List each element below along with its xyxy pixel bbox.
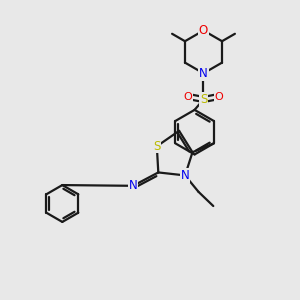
Text: O: O — [184, 92, 192, 101]
Text: N: N — [181, 169, 189, 182]
Text: S: S — [200, 93, 207, 106]
Text: O: O — [214, 92, 223, 101]
Text: O: O — [199, 24, 208, 37]
Text: S: S — [153, 140, 160, 153]
Text: N: N — [129, 179, 137, 192]
Text: N: N — [199, 67, 208, 80]
